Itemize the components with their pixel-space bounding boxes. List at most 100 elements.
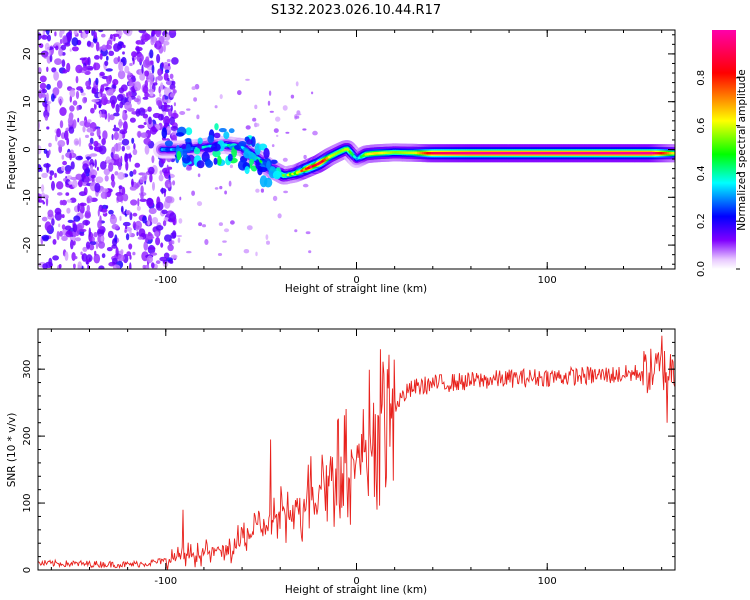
noise-speckle (112, 78, 119, 86)
noise-speckle (38, 67, 42, 74)
noise-speckle (151, 155, 155, 164)
noise-speckle (42, 89, 45, 93)
noise-speckle (118, 185, 123, 190)
noise-speckle (302, 128, 307, 131)
noise-speckle (276, 134, 279, 137)
y-tick-label: 100 (22, 494, 33, 513)
ridge-blob (228, 128, 235, 134)
noise-speckle (71, 46, 79, 52)
noise-speckle (168, 130, 171, 134)
noise-speckle (156, 53, 161, 64)
noise-speckle (125, 210, 131, 215)
noise-speckle (164, 234, 172, 242)
noise-speckle (105, 205, 109, 209)
noise-speckle (66, 62, 71, 73)
noise-speckle (228, 180, 232, 187)
noise-speckle (163, 43, 166, 53)
noise-speckle (142, 215, 147, 224)
noise-speckle (121, 138, 130, 146)
noise-speckle (155, 201, 164, 211)
noise-speckle (170, 104, 173, 112)
noise-speckle (147, 246, 156, 250)
noise-speckle (104, 60, 109, 66)
noise-speckle (41, 216, 48, 222)
noise-speckle (176, 235, 182, 237)
noise-speckle (193, 97, 198, 102)
noise-speckle (83, 168, 90, 174)
noise-speckle (123, 121, 128, 131)
noise-speckle (69, 152, 72, 161)
colorbar-label: Normalized spectral amplitude (736, 69, 748, 230)
noise-speckle (171, 230, 177, 239)
noise-speckle (49, 170, 55, 176)
noise-speckle (94, 182, 101, 193)
noise-speckle (48, 142, 52, 148)
ridge-blob (250, 136, 256, 148)
noise-speckle (136, 231, 139, 237)
noise-speckle (99, 226, 104, 230)
noise-speckle (85, 241, 91, 249)
noise-speckle (168, 63, 171, 67)
noise-speckle (98, 204, 104, 212)
noise-speckle (59, 120, 64, 129)
noise-speckle (178, 218, 183, 224)
noise-speckle (62, 35, 68, 45)
noise-speckle (80, 251, 83, 256)
noise-speckle (80, 88, 84, 94)
noise-speckle (53, 71, 59, 81)
noise-speckle (45, 92, 49, 103)
noise-speckle (61, 235, 68, 241)
noise-speckle (196, 114, 200, 120)
noise-speckle (93, 232, 98, 238)
noise-speckle (282, 105, 288, 111)
noise-speckle (67, 116, 74, 126)
noise-speckle (99, 71, 105, 77)
noise-speckle (85, 80, 91, 88)
noise-speckle (58, 264, 62, 269)
noise-speckle (186, 250, 192, 254)
noise-speckle (49, 54, 53, 63)
noise-speckle (151, 217, 159, 224)
noise-speckle (142, 172, 148, 182)
ridge-blob (244, 166, 250, 175)
noise-speckle (137, 131, 141, 139)
ridge-blob (257, 166, 268, 173)
noise-speckle (169, 260, 174, 264)
noise-speckle (86, 204, 91, 213)
noise-speckle (163, 115, 171, 126)
noise-speckle (41, 172, 48, 178)
ridge-blob (213, 157, 218, 165)
noise-speckle (126, 251, 132, 257)
noise-speckle (46, 83, 51, 90)
noise-speckle (59, 30, 63, 38)
noise-speckle (92, 38, 98, 43)
noise-speckle (98, 265, 105, 269)
noise-speckle (130, 199, 138, 206)
noise-speckle (72, 119, 77, 129)
noise-speckle (265, 234, 269, 241)
noise-speckle (144, 80, 148, 88)
noise-speckle (62, 30, 65, 34)
noise-speckle (122, 110, 126, 118)
noise-speckle (85, 134, 89, 138)
noise-speckle (122, 44, 126, 49)
noise-speckle (108, 162, 114, 172)
noise-speckle (122, 193, 129, 202)
noise-speckle (106, 247, 113, 252)
noise-speckle (144, 70, 150, 77)
noise-speckle (134, 220, 142, 230)
noise-speckle (56, 230, 60, 241)
noise-speckle (82, 219, 91, 226)
noise-speckle (66, 199, 72, 203)
ridge-blob (161, 127, 168, 139)
noise-speckle (162, 40, 170, 46)
ridge-blob (270, 159, 278, 164)
noise-speckle (129, 62, 133, 67)
noise-speckle (132, 212, 138, 217)
noise-speckle (81, 253, 88, 262)
noise-speckle (129, 117, 136, 123)
noise-speckle (89, 145, 94, 150)
noise-speckle (111, 133, 114, 141)
noise-speckle (142, 264, 146, 269)
